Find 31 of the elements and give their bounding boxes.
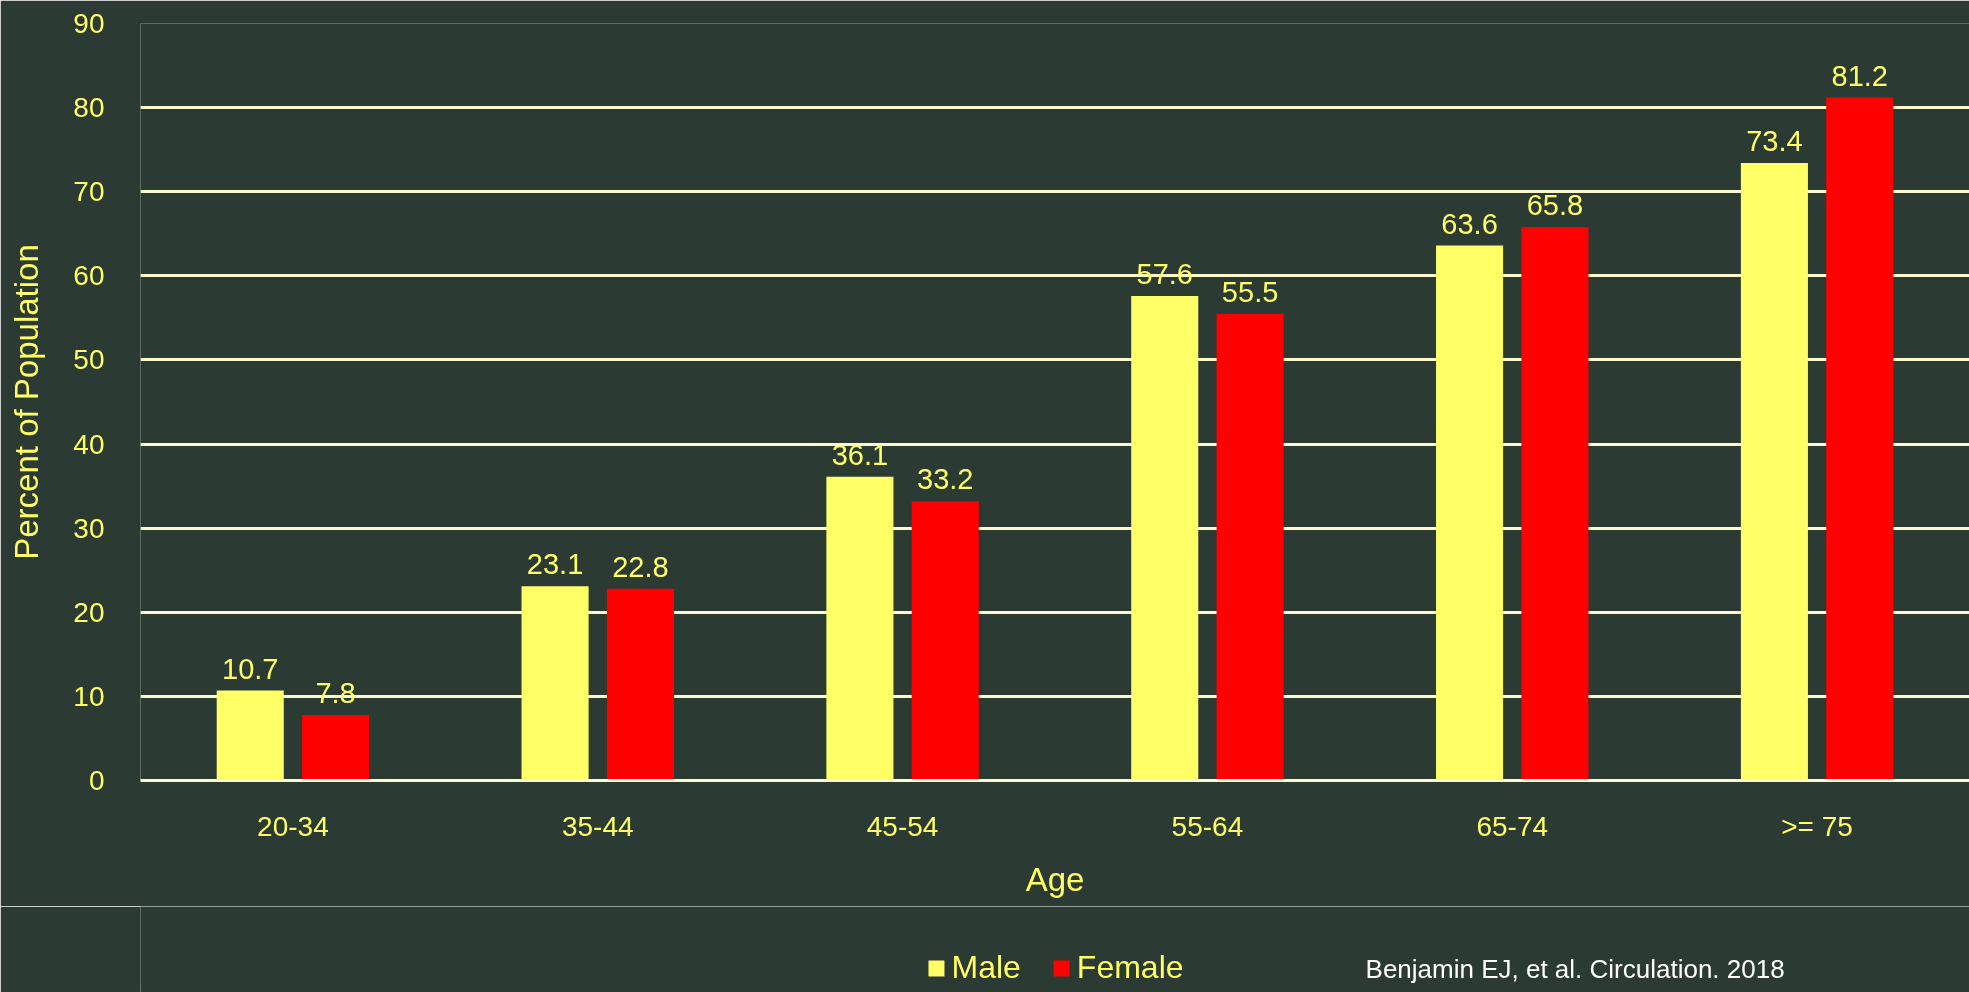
y-tick-label: 40	[73, 428, 105, 460]
data-label: 23.1	[526, 548, 584, 581]
legend-label: Female	[1076, 949, 1184, 986]
data-label: 10.7	[222, 652, 279, 685]
data-label: 81.2	[1831, 59, 1888, 92]
y-tick-label: 90	[73, 8, 105, 39]
y-tick-label: 0	[88, 765, 105, 796]
y-axis-title: Percent of Population	[8, 244, 46, 560]
x-tick-label: 45-54	[866, 810, 939, 842]
y-tick-label: 10	[73, 680, 105, 712]
data-label: 33.2	[917, 463, 974, 496]
data-label: 22.8	[612, 550, 669, 583]
x-axis-title: Age	[1025, 860, 1085, 898]
y-tick-label: 50	[73, 344, 105, 376]
y-tick-label: 80	[73, 92, 105, 124]
y-tick-label: 60	[73, 260, 105, 292]
x-tick-label: 55-64	[1171, 810, 1244, 842]
data-label: 55.5	[1221, 275, 1279, 308]
data-label: 36.1	[831, 438, 889, 471]
y-tick-label: 30	[73, 512, 105, 544]
data-label: 73.4	[1746, 125, 1803, 158]
x-tick-label: 35-44	[561, 810, 634, 842]
legend-label: Male	[951, 949, 1021, 986]
data-label: 63.6	[1441, 207, 1498, 240]
text: Benjamin EJ, et al. Circulation. 2018	[1365, 953, 1785, 984]
x-tick-label: 65-74	[1476, 810, 1549, 842]
y-tick-label: 70	[73, 176, 105, 208]
y-tick-label: 20	[73, 596, 105, 628]
data-label: 65.8	[1526, 189, 1584, 222]
x-tick-label: 20-34	[257, 810, 329, 842]
x-tick-label: >= 75	[1781, 810, 1853, 842]
